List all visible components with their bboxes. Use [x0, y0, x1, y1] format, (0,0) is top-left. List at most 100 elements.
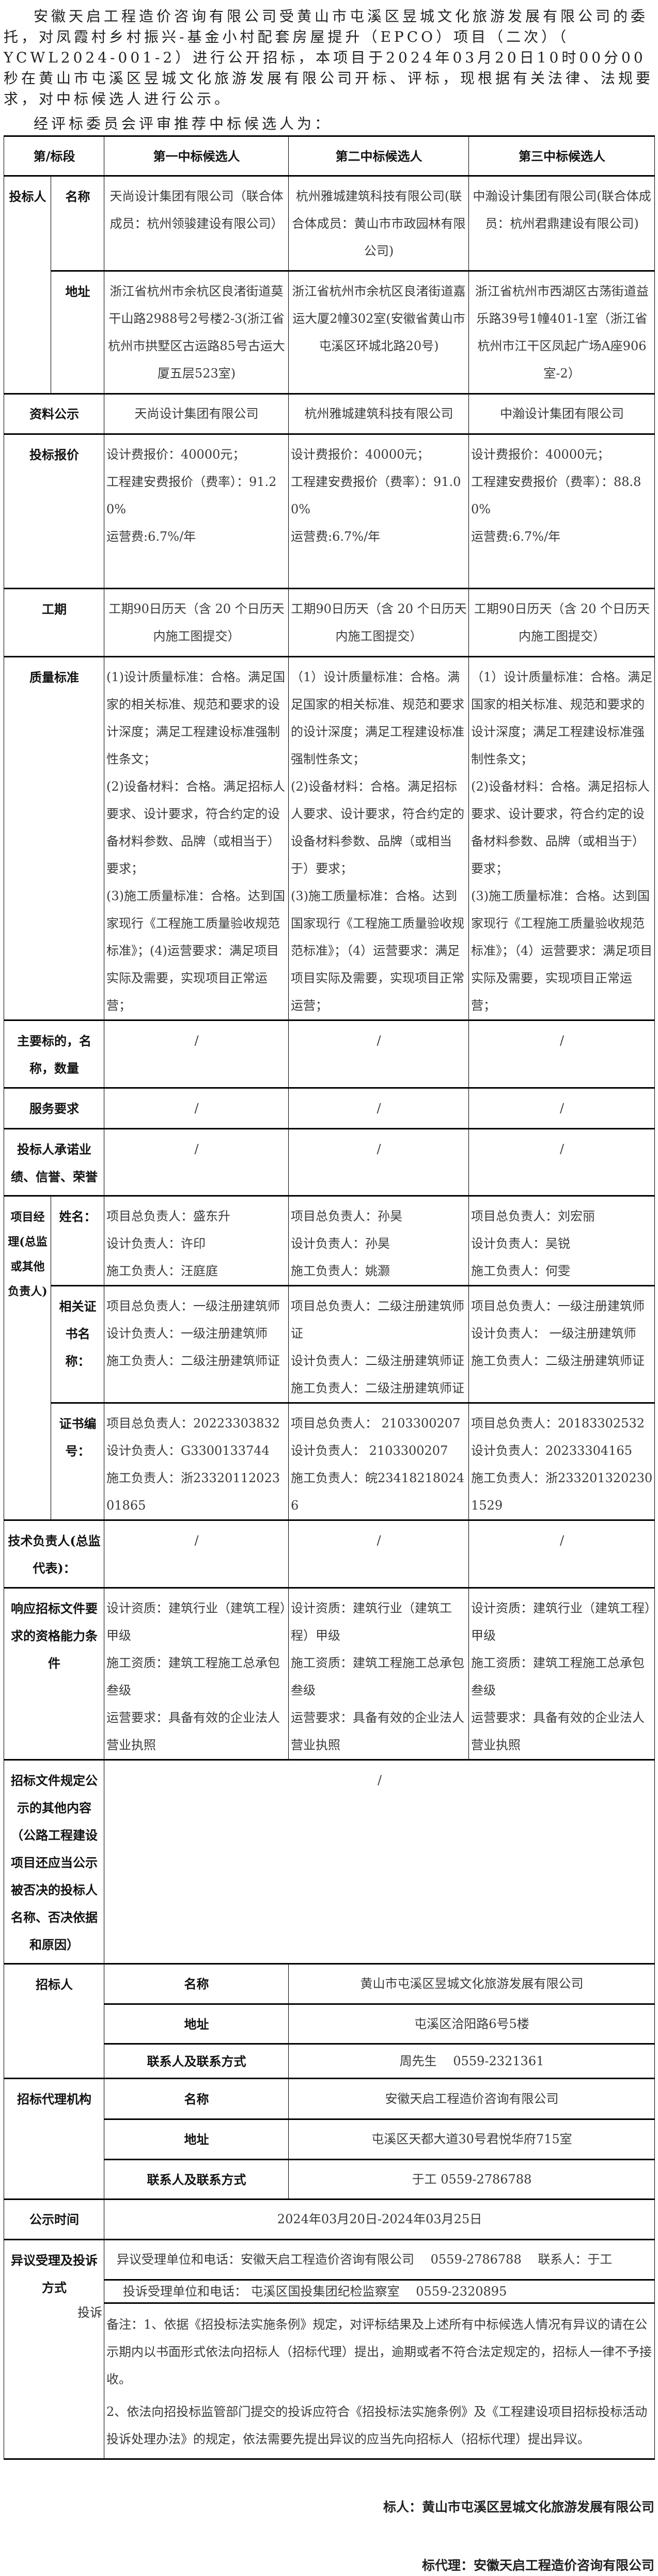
intro-recommendation: 经评标委员会评审推荐中标候选人为： — [34, 115, 333, 132]
person-name-row: 项目经理(总监或其他负责人) 姓名： 项目总负责人：盛东升 设计负责人：许印 施工负… — [4, 1195, 655, 1521]
bidder-address-row: 地址 浙江省杭州市余杭区良渚街道莫干山路2988号2号楼2-3(浙江省杭州市拱墅… — [4, 270, 655, 395]
qualification-item: 设计资质：建筑行业（建筑工程）甲级 — [106, 1601, 287, 1643]
quality-item: (3)施工质量标准：合格。达到国家现行《工程施工质量验收规范标准》；（4）运营要… — [471, 889, 653, 1013]
qualification-item: 施工资质：建筑工程施工总承包叁级 — [471, 1656, 645, 1698]
quality-item: （1）设计质量标准：合格。满足国家的相关标准、规范和要求的设计深度；满足工程建设… — [471, 670, 653, 766]
tenderer-address-row: 地址 屯溪区洽阳路6号5楼 — [4, 2003, 655, 2045]
cert-number: 设计负责人：20233304165 — [471, 1443, 632, 1458]
note-2: 2、依法向招投标监管部门提交的投诉应符合《招投标法实施条例》及《工程建设项目招标… — [106, 2405, 648, 2446]
cert: 设计负责人：一级注册建筑师 — [106, 1326, 268, 1341]
quality-item: (2)设备材料：合格。满足招标人要求、设计要求，符合约定的设备材料参数、品牌（或… — [106, 779, 286, 876]
performance-value: / — [104, 1128, 289, 1197]
agency-address: 屯溪区天都大道30号君悦华府715室 — [288, 2118, 655, 2160]
subject-value: / — [468, 1019, 655, 1089]
construction-rate: 工程建安费报价（费率）：91.20% — [106, 475, 277, 516]
objection-row: 异议受理及投诉方式 投诉 异议受理单位和电话：安徽天启工程造价咨询有限公司 05… — [3, 2239, 655, 2460]
person-names: 项目总负责人：孙昊 设计负责人：孙昊 施工负责人：姚灏 — [288, 1195, 469, 1286]
bidder-name: 杭州雅城建筑科技有限公司(联合体成员：黄山市市政园林有限公司) — [288, 175, 469, 272]
complaint-contact: 投诉受理单位和电话： 屯溪区国投集团纪检监察室 0559-2320895 — [104, 2279, 655, 2304]
qualification-item: 设计资质：建筑行业（建筑工程）甲级 — [291, 1601, 452, 1643]
bidder-name: 天尚设计集团有限公司（联合体成员：杭州领骏建设有限公司） — [104, 175, 289, 272]
service-row: 服务要求 / / / — [3, 1087, 655, 1129]
performance-row: 投标人承诺业绩、信誉、荣誉 / / / — [3, 1128, 655, 1197]
tech-lead-value: / — [288, 1519, 469, 1589]
cert-numbers: 项目总负责人：20223303832 设计负责人：G3300133744 施工负责人… — [104, 1402, 289, 1521]
tenderer-contact-label: 联系人及联系方式 — [104, 2043, 289, 2079]
person: 项目总负责人：盛东升 — [106, 1209, 231, 1223]
quality-item: (3)施工质量标准：合格。达到国家现行《工程施工质量验收规范标准》；（4）运营要… — [291, 889, 465, 1013]
tenderer-name: 黄山市屯溪区昱城文化旅游发展有限公司 — [288, 1963, 655, 2005]
design-fee: 设计费报价：40000元； — [106, 447, 245, 462]
period-value: 工期90日历天（含 20 个日历天内施工图提交） — [288, 588, 469, 657]
price-value: 设计费报价：40000元； 工程建安费报价（费率）：91.20% 运营费:6.7%/… — [104, 433, 289, 589]
tech-lead-label: 技术负责人(总监代表)： — [3, 1519, 105, 1589]
cert-number: 项目总负责人： 2103300207 — [291, 1416, 461, 1431]
operation-fee: 运营费:6.7%/年 — [291, 529, 381, 544]
price-row: 投标报价 设计费报价：40000元； 工程建安费报价（费率）：91.20% 运营费:… — [3, 433, 655, 589]
materials-value: 杭州雅城建筑科技有限公司 — [288, 393, 469, 435]
tech-lead-value: / — [104, 1519, 289, 1589]
quality-label: 质量标准 — [3, 656, 105, 1021]
cert: 施工负责人：二级注册建筑师证 — [291, 1381, 465, 1395]
quality-item: (3)施工质量标准：合格。达到国家现行《工程施工质量验收规范标准》；(4)运营要… — [106, 889, 286, 1013]
qualification-item: 运营要求：具备有效的企业法人营业执照 — [471, 1710, 645, 1752]
person: 设计负责人：孙昊 — [291, 1236, 390, 1251]
agency-address-label: 地址 — [104, 2118, 289, 2160]
agency-address-row: 地址 屯溪区天都大道30号君悦华府715室 — [4, 2118, 655, 2160]
notes: 备注：1、依据《招投标法实施条例》规定，对评标结果及上述所有中标候选人情况有异议… — [104, 2302, 655, 2460]
cert: 项目总负责人：一级注册建筑师 — [471, 1299, 645, 1313]
quality-item: (2)设备材料：合格。满足招标人要求、设计要求，符合约定的设备材料参数、品牌（或… — [291, 779, 465, 876]
bidder-address: 浙江省杭州市余杭区良渚街道莫干山路2988号2号楼2-3(浙江省杭州市拱墅区古运… — [104, 270, 289, 395]
tenderer-name-label: 名称 — [104, 1963, 289, 2005]
person: 设计负责人：吴锐 — [471, 1236, 571, 1251]
qualification-item: 施工资质：建筑工程施工总承包叁级 — [291, 1656, 465, 1698]
note-1: 备注：1、依据《招投标法实施条例》规定，对评标结果及上述所有中标候选人情况有异议… — [106, 2317, 652, 2386]
subject-value: / — [288, 1019, 469, 1089]
header-row: 第/标段 第一中标候选人 第二中标候选人 第三中标候选人 — [3, 135, 655, 177]
performance-value: / — [468, 1128, 655, 1197]
construction-rate: 工程建安费报价（费率）：91.00% — [291, 475, 461, 516]
cert: 设计负责人：二级注册建筑师证 — [291, 1354, 465, 1368]
qualification-value: 设计资质：建筑行业（建筑工程）甲级 施工资质：建筑工程施工总承包叁级 运营要求：具备… — [288, 1587, 469, 1761]
agency-name: 安徽天启工程造价咨询有限公司 — [288, 2078, 655, 2120]
agency-contact-row: 联系人及联系方式 于工 0559-2786788 — [4, 2159, 655, 2200]
cert: 施工负责人：二级注册建筑师证 — [471, 1354, 645, 1368]
quality-item: （1）设计质量标准：合格。满足国家的相关标准、规范和要求的设计深度；满足工程建设… — [291, 670, 465, 766]
service-value: / — [288, 1087, 469, 1129]
subject-label: 主要标的，名称，数量 — [3, 1019, 105, 1089]
cert-number: 施工负责人：皖234182180246 — [291, 1471, 464, 1513]
qualification-row: 响应招标文件要求的资格能力条件 设计资质：建筑行业（建筑工程）甲级 施工资质：建筑… — [3, 1587, 655, 1761]
service-label: 服务要求 — [3, 1087, 105, 1129]
materials-row: 资料公示 天尚设计集团有限公司 杭州雅城建筑科技有限公司 中瀚设计集团有限公司 — [3, 393, 655, 435]
other-content-label: 招标文件规定公示的其他内容（公路工程建设项目还应当公示被否决的投标人名称、否决依… — [3, 1759, 105, 1965]
agency-label: 招标代理机构 — [3, 2078, 105, 2200]
person-names: 项目总负责人：盛东升 设计负责人：许印 施工负责人：汪庭庭 — [104, 1195, 289, 1286]
cert-name-label: 相关证书名称： — [50, 1285, 105, 1404]
performance-label: 投标人承诺业绩、信誉、荣誉 — [3, 1128, 105, 1197]
section-header: 第/标段 — [3, 135, 105, 177]
cert-number: 项目总负责人：20183302532 — [471, 1416, 645, 1431]
cert-names: 项目总负责人：一级注册建筑师 设计负责人：一级注册建筑师 施工负责人：二级注册建筑师… — [104, 1285, 289, 1404]
agency-name-label: 名称 — [104, 2078, 289, 2120]
candidate-3-header: 第三中标候选人 — [468, 135, 655, 177]
operation-fee: 运营费:6.7%/年 — [471, 529, 561, 544]
quality-value: （1）设计质量标准：合格。满足国家的相关标准、规范和要求的设计深度；满足工程建设… — [468, 656, 655, 1021]
performance-value: / — [288, 1128, 469, 1197]
price-value: 设计费报价：40000元； 工程建安费报价（费率）：91.00% 运营费:6.7%/… — [288, 433, 469, 589]
complaint-row: 投诉受理单位和电话： 屯溪区国投集团纪检监察室 0559-2320895 — [4, 2279, 655, 2304]
period-label: 工期 — [3, 588, 105, 657]
design-fee: 设计费报价：40000元； — [471, 447, 610, 462]
cert-number: 施工负责人：浙2332011202301865 — [106, 1471, 280, 1513]
publicity-time-label: 公示时间 — [3, 2198, 105, 2240]
cert-numbers: 项目总负责人： 2103300207 设计负责人： 2103300207 施工负责人… — [288, 1402, 469, 1521]
agency-contact-label: 联系人及联系方式 — [104, 2159, 289, 2200]
period-value: 工期90日历天（含 20 个日历天内施工图提交） — [104, 588, 289, 657]
price-label: 投标报价 — [3, 433, 105, 589]
agency-contact: 于工 0559-2786788 — [288, 2159, 655, 2200]
candidate-1-header: 第一中标候选人 — [104, 135, 289, 177]
cert-name-row: 相关证书名称： 项目总负责人：一级注册建筑师 设计负责人：一级注册建筑师 施工负责人… — [4, 1285, 655, 1404]
cert-number: 施工负责人：浙2332013202301529 — [471, 1471, 653, 1513]
person: 施工负责人：何雯 — [471, 1264, 571, 1278]
cert-names: 项目总负责人：一级注册建筑师 设计负责人： 一级注册建筑师 施工负责人：二级注册建筑… — [468, 1285, 655, 1404]
intro-paragraph: 安徽天启工程造价咨询有限公司受黄山市屯溪区昱城文化旅游发展有限公司的委托，对凤霞… — [4, 8, 654, 107]
